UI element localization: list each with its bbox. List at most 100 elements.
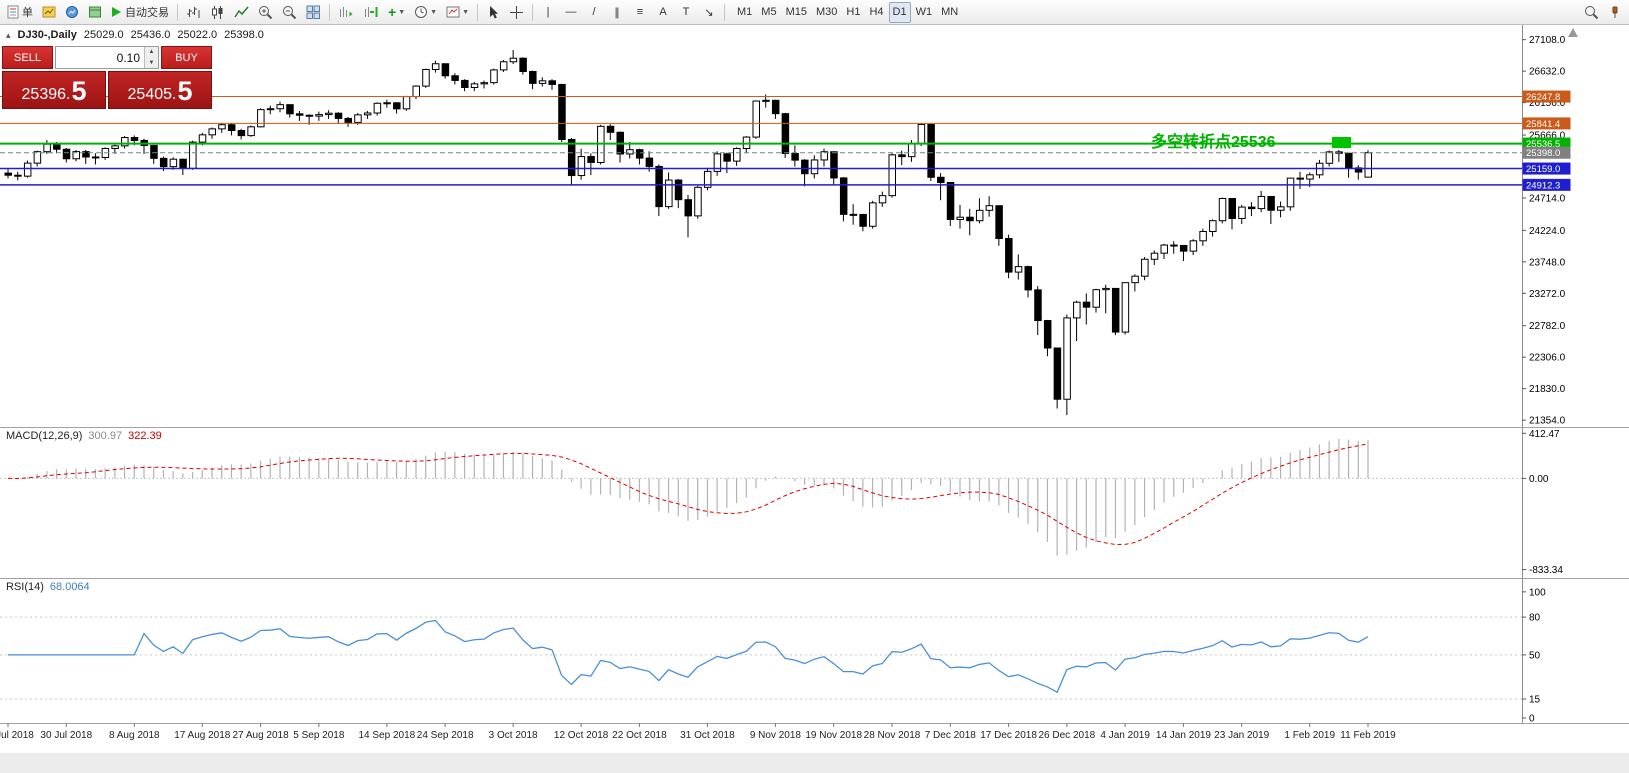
auto-scroll-button[interactable] (334, 2, 358, 23)
candle-body (1034, 289, 1042, 322)
buy-button[interactable]: BUY (161, 46, 212, 69)
candle-body (1345, 152, 1353, 169)
pin-button[interactable] (1604, 2, 1626, 23)
fibonacci-tool-button[interactable]: ≡ (636, 6, 644, 18)
horizontal-line-tool-button[interactable]: — (565, 6, 577, 18)
pivot-annotation-marker[interactable] (1332, 137, 1351, 148)
candle-body (558, 83, 566, 140)
candle-body (917, 123, 926, 144)
candle-body (1121, 282, 1130, 333)
volume-down-button[interactable]: ▼ (145, 57, 158, 68)
ohlc-high: 25436.0 (130, 29, 171, 41)
candle-body (393, 102, 401, 110)
tile-windows-button[interactable] (302, 2, 325, 23)
candle-body (1111, 287, 1120, 333)
arrows-tool-button[interactable]: ↘ (704, 6, 714, 19)
candle-body (771, 99, 780, 115)
date-axis-label: 23 Jan 2019 (1214, 730, 1269, 741)
periods-button[interactable]: ▼ (410, 2, 441, 23)
channel-tool-button[interactable]: ∥ (614, 6, 620, 19)
one-click-toggle-icon[interactable]: ▴ (6, 29, 11, 40)
autotrading-button[interactable]: 自动交易 (107, 2, 173, 23)
timeframe-d1-button[interactable]: D1 (888, 1, 911, 23)
timeframe-m30-button[interactable]: M30 (815, 6, 838, 18)
candle-body (1228, 197, 1237, 219)
candle-body (548, 80, 557, 85)
date-axis-label: 17 Dec 2018 (980, 730, 1037, 741)
sell-price-button[interactable]: 25396. 5 (2, 71, 106, 109)
market-watch-button[interactable] (61, 2, 83, 23)
text-tool-button[interactable]: A (659, 6, 667, 18)
date-axis-label: 20 Jul 2018 (0, 730, 34, 741)
bar-chart-type-button[interactable] (182, 2, 205, 23)
vertical-line-tool-button[interactable]: | (546, 6, 550, 18)
data-window-button[interactable] (84, 2, 106, 23)
price-badge-label: 25841.4 (1526, 119, 1560, 130)
candle-body (587, 156, 595, 163)
timeframe-m15-button[interactable]: M15 (785, 6, 807, 18)
plus-icon: + (388, 4, 397, 20)
scroll-marker[interactable] (1568, 28, 1578, 37)
crosshair-tool-button[interactable] (505, 2, 528, 23)
candlestick-chart-type-button[interactable] (206, 2, 229, 23)
volume-value[interactable]: 0.10 (116, 50, 140, 65)
candle-body (189, 141, 197, 169)
candle-body (1063, 317, 1071, 400)
timeframe-h1-button[interactable]: H1 (846, 6, 861, 18)
search-button[interactable] (1580, 2, 1603, 23)
candle-body (1102, 287, 1110, 291)
chart-shift-icon (365, 6, 378, 17)
macd-signal-value: 322.39 (128, 430, 162, 442)
candle-body (33, 151, 42, 164)
candle-body (480, 82, 489, 85)
buy-price-button[interactable]: 25405. 5 (108, 71, 212, 109)
volume-field[interactable]: 0.10 ▲ ▼ (55, 46, 159, 69)
timeframe-m1-button[interactable]: M1 (737, 6, 753, 18)
candle-body (713, 153, 722, 172)
candle-body (849, 213, 858, 216)
trendline-tool-button[interactable]: / (592, 6, 596, 18)
candle-body (1179, 244, 1188, 252)
timeframe-m5-button[interactable]: M5 (761, 6, 777, 18)
candle-body (1189, 240, 1198, 252)
pivot-annotation[interactable]: 多空转折点25536 (1151, 134, 1276, 151)
price-badge-label: 24912.3 (1526, 180, 1560, 191)
timeframe-mn-button[interactable]: MN (941, 6, 959, 18)
candle-body (266, 108, 275, 111)
toolbar-separator (532, 3, 533, 21)
new-order-button[interactable]: 单 (3, 2, 37, 23)
chevron-down-icon: ▼ (462, 8, 469, 16)
candle-body (373, 102, 382, 114)
templates-button[interactable]: ▼ (442, 2, 473, 23)
candle-body (1014, 266, 1023, 273)
cursor-tool-button[interactable] (482, 2, 504, 23)
label-tool-button[interactable]: T (682, 6, 690, 18)
chart-shift-button[interactable] (359, 2, 383, 23)
date-axis-label: 5 Sep 2018 (293, 730, 345, 741)
sell-button[interactable]: SELL (2, 46, 53, 69)
add-indicator-button[interactable]: + ▼ (384, 2, 409, 23)
timeframe-w1-button[interactable]: W1 (915, 6, 933, 18)
date-axis-label: 14 Jan 2019 (1156, 730, 1211, 741)
buy-price-pips: 5 (177, 76, 193, 107)
date-axis-label: 7 Dec 2018 (925, 730, 977, 741)
line-chart-type-button[interactable] (230, 2, 253, 23)
candle-body (956, 216, 965, 220)
price-axis-label: 26632.0 (1529, 67, 1566, 78)
toolbar-separator (329, 3, 330, 21)
candle-body (237, 130, 246, 137)
volume-up-button[interactable]: ▲ (145, 47, 158, 58)
candle-body (276, 104, 285, 110)
candle-body (422, 68, 430, 87)
zoom-out-button[interactable] (278, 2, 301, 23)
rsi-axis-label: 50 (1529, 650, 1541, 661)
price-axis-label: 22306.0 (1529, 353, 1566, 364)
candle-body (1306, 174, 1314, 180)
drawing-tools-group: | — / ∥ ≡ A T ↘ (537, 2, 720, 23)
charts-menu-button[interactable] (38, 2, 60, 23)
price-axis-label: 23272.0 (1529, 289, 1566, 300)
zoom-in-button[interactable] (254, 2, 277, 23)
timeframe-h4-button[interactable]: H4 (869, 6, 884, 18)
candle-body (810, 159, 819, 175)
